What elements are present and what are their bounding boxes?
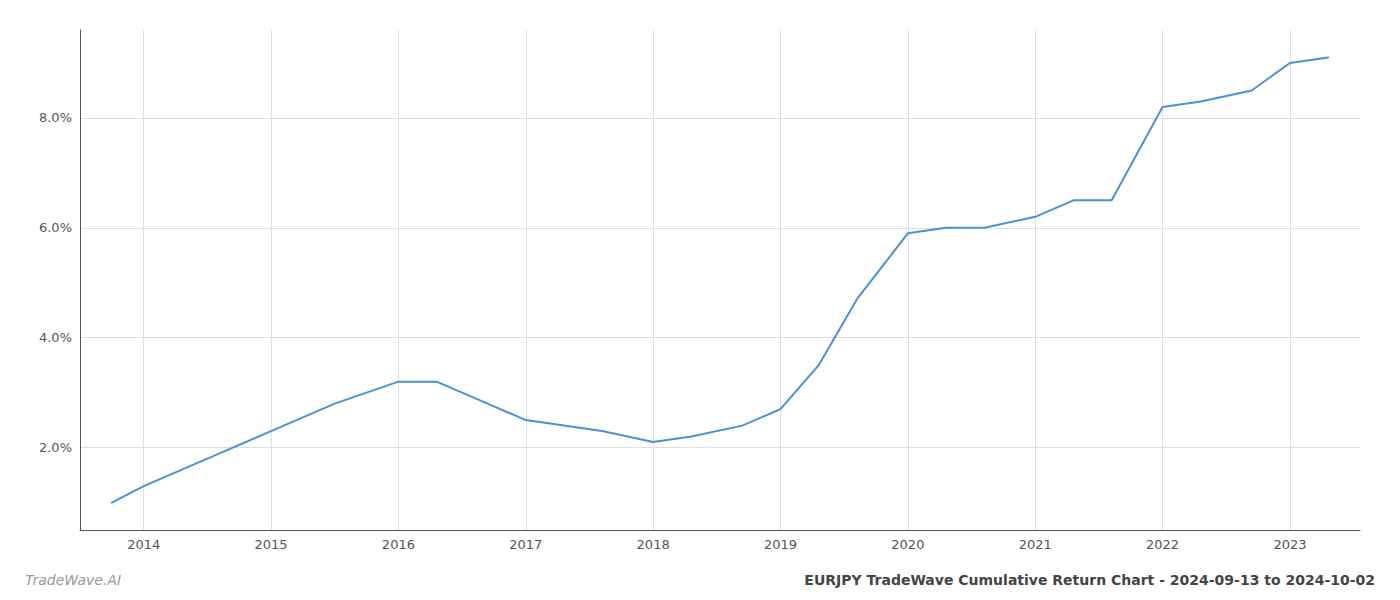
svg-text:2019: 2019 <box>764 537 797 552</box>
svg-text:2017: 2017 <box>509 537 542 552</box>
svg-text:6.0%: 6.0% <box>39 220 72 235</box>
svg-text:8.0%: 8.0% <box>39 110 72 125</box>
svg-text:2020: 2020 <box>891 537 924 552</box>
svg-text:2016: 2016 <box>382 537 415 552</box>
svg-text:EURJPY TradeWave Cumulative Re: EURJPY TradeWave Cumulative Return Chart… <box>804 572 1375 588</box>
svg-text:2022: 2022 <box>1146 537 1179 552</box>
svg-text:2015: 2015 <box>254 537 287 552</box>
svg-text:4.0%: 4.0% <box>39 330 72 345</box>
svg-text:2.0%: 2.0% <box>39 440 72 455</box>
svg-text:TradeWave.AI: TradeWave.AI <box>25 572 121 588</box>
svg-text:2018: 2018 <box>637 537 670 552</box>
svg-text:2014: 2014 <box>127 537 160 552</box>
svg-text:2021: 2021 <box>1019 537 1052 552</box>
svg-text:2023: 2023 <box>1273 537 1306 552</box>
